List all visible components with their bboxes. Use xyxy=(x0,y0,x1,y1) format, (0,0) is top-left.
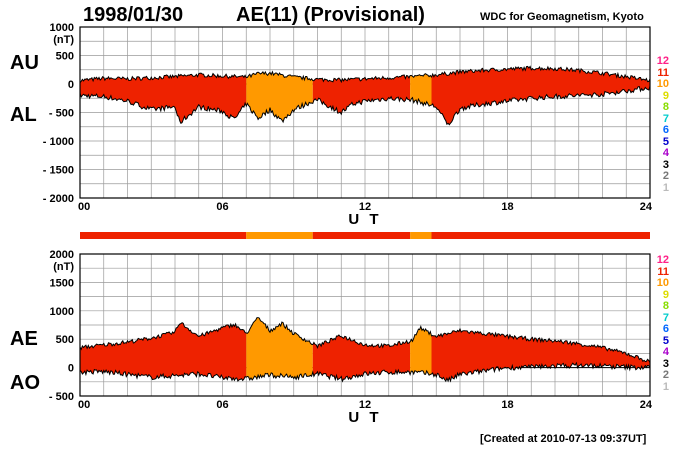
x-tick-label: 12 xyxy=(359,399,371,411)
legend-level-11: 11 xyxy=(657,66,669,79)
segment-fill-level-11 xyxy=(312,335,411,382)
segment-fill-level-11 xyxy=(80,322,247,381)
x-tick-label: 06 xyxy=(216,201,228,213)
chart-title: AE(11) (Provisional) xyxy=(236,4,425,26)
status-bar-segment-level-10 xyxy=(410,232,432,239)
y-tick-label: - 1000 xyxy=(43,136,74,148)
series-au-line xyxy=(79,65,651,84)
segment-fill-level-10 xyxy=(246,317,313,380)
legend-level-2: 2 xyxy=(662,170,669,182)
legend-level-7: 7 xyxy=(662,311,669,324)
x-tick-label: 24 xyxy=(640,201,653,213)
series-ae-line xyxy=(79,317,651,363)
series-al-line xyxy=(79,86,651,126)
x-tick-label: 24 xyxy=(640,399,653,411)
y-tick-label: 0 xyxy=(68,363,74,375)
x-tick-label: 00 xyxy=(78,201,90,213)
x-axis-label: U T xyxy=(348,409,381,426)
status-bar-segment-level-10 xyxy=(246,232,313,239)
p2-panel: 2000 1500 1000 500 0 - 500 (nT) 00 06 12 18 24 U T xyxy=(49,249,653,426)
legend-level-3: 3 xyxy=(662,158,669,171)
y-tick-label: 2000 xyxy=(50,249,74,261)
legend-level-12: 12 xyxy=(656,55,669,67)
y-tick-label: 1000 xyxy=(50,306,74,318)
au-label: AU xyxy=(10,52,39,74)
x-tick-label: 12 xyxy=(359,201,371,213)
legend-level-11: 11 xyxy=(657,265,669,278)
legend-level-9: 9 xyxy=(662,89,669,102)
ae-label: AE xyxy=(10,328,38,350)
legend-level-4: 4 xyxy=(662,346,669,358)
legend-level-8: 8 xyxy=(662,300,669,312)
y-tick-label: - 500 xyxy=(49,108,74,120)
legend-level-10: 10 xyxy=(656,277,669,289)
p1-panel: 1000 500 0 - 500 - 1000 - 1500 - 2000 (nT) 00 06 1… xyxy=(43,22,653,228)
legend-level-12: 12 xyxy=(656,254,669,266)
legend-level-5: 5 xyxy=(662,135,669,148)
legend-level-6: 6 xyxy=(662,323,669,335)
y-tick-label: 1000 xyxy=(50,22,74,34)
segment-fill-level-11 xyxy=(312,75,411,115)
x-tick-label: 18 xyxy=(501,399,513,411)
al-label: AL xyxy=(10,104,37,126)
segment-fill-level-10 xyxy=(246,71,313,122)
y-unit-label: (nT) xyxy=(53,34,74,46)
legend-level-1: 1 xyxy=(662,380,669,393)
legend-level-2: 2 xyxy=(662,369,669,381)
y-tick-label: 500 xyxy=(56,334,74,346)
legend-level-8: 8 xyxy=(662,101,669,113)
y-tick-label: - 1500 xyxy=(43,165,74,177)
y-unit-label: (nT) xyxy=(53,261,74,273)
legend-level-3: 3 xyxy=(662,357,669,370)
legend-level-4: 4 xyxy=(662,147,669,159)
x-axis-label: U T xyxy=(348,211,381,228)
segment-fill-level-11 xyxy=(80,73,247,124)
x-tick-label: 00 xyxy=(78,399,90,411)
y-tick-label: 500 xyxy=(56,51,74,63)
ao-label: AO xyxy=(10,372,40,394)
legend-level-10: 10 xyxy=(656,78,669,90)
x-tick-label: 18 xyxy=(501,201,513,213)
status-bar-segment-level-11 xyxy=(80,232,247,239)
segment-fill-level-10 xyxy=(410,326,432,376)
legend-level-7: 7 xyxy=(662,112,669,125)
x-tick-label: 06 xyxy=(216,399,228,411)
plot-frame xyxy=(79,26,651,199)
plot-frame xyxy=(79,253,651,397)
legend-level-6: 6 xyxy=(662,124,669,136)
y-tick-label: 0 xyxy=(68,79,74,91)
segment-fill-level-11 xyxy=(431,329,650,382)
segment-fill-level-10 xyxy=(410,73,432,107)
source-label: WDC for Geomagnetism, Kyoto xyxy=(480,11,644,23)
legend-level-1: 1 xyxy=(662,181,669,194)
created-timestamp: [Created at 2010-07-13 09:37UT] xyxy=(480,433,647,445)
legend-level-9: 9 xyxy=(662,288,669,301)
y-tick-label: - 2000 xyxy=(43,193,74,205)
y-tick-label: - 500 xyxy=(49,391,74,403)
status-bar-segment-level-11 xyxy=(312,232,411,239)
status-bar xyxy=(80,232,650,239)
status-bar-segment-level-11 xyxy=(431,232,650,239)
y-tick-label: 1500 xyxy=(50,277,74,289)
legend-level-5: 5 xyxy=(662,334,669,347)
date-label: 1998/01/30 xyxy=(83,4,184,26)
series-ao-line xyxy=(79,361,651,383)
segment-fill-level-11 xyxy=(431,66,650,125)
